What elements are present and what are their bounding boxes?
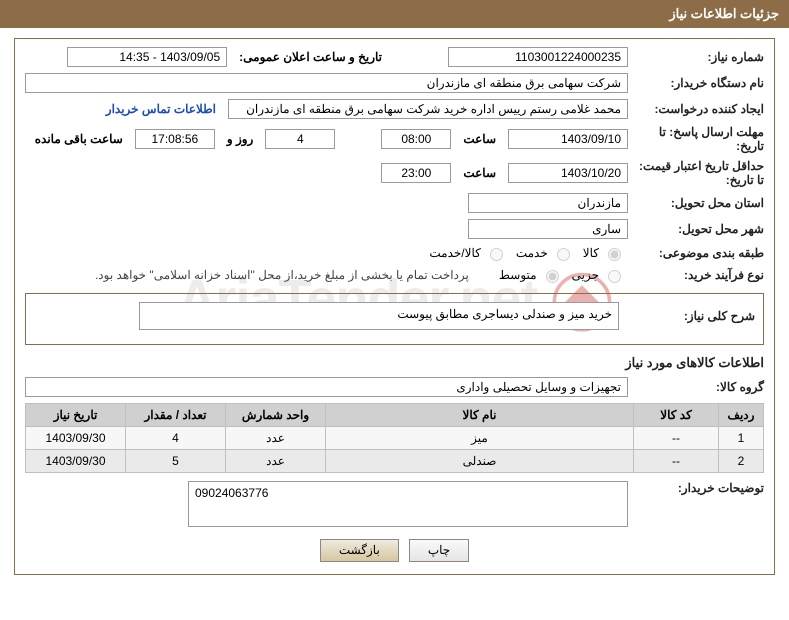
city-value: ساری bbox=[468, 219, 628, 239]
min-valid-date: 1403/10/20 bbox=[508, 163, 628, 183]
cell-idx: 2 bbox=[719, 450, 764, 473]
radio-partial bbox=[608, 270, 621, 283]
deadline-label: مهلت ارسال پاسخ: تا تاریخ: bbox=[634, 125, 764, 153]
deadline-time: 08:00 bbox=[381, 129, 451, 149]
province-label: استان محل تحویل: bbox=[634, 196, 764, 210]
th-qty: تعداد / مقدار bbox=[126, 404, 226, 427]
group-label: گروه کالا: bbox=[634, 380, 764, 394]
buyer-org-value: شرکت سهامی برق منطقه ای مازندران bbox=[25, 73, 628, 93]
radio-service-label: خدمت bbox=[516, 246, 548, 260]
time-remaining-label: ساعت باقی مانده bbox=[35, 132, 123, 146]
radio-partial-label: جزیی bbox=[572, 268, 599, 282]
min-valid-time: 23:00 bbox=[381, 163, 451, 183]
requester-value: محمد غلامی رستم رییس اداره خرید شرکت سها… bbox=[228, 99, 628, 119]
th-date: تاریخ نیاز bbox=[26, 404, 126, 427]
th-code: کد کالا bbox=[634, 404, 719, 427]
table-row: 1 -- میز عدد 4 1403/09/30 bbox=[26, 427, 764, 450]
row-group: گروه کالا: تجهیزات و وسایل تحصیلی واداری bbox=[25, 377, 764, 397]
deadline-date: 1403/09/10 bbox=[508, 129, 628, 149]
cell-code: -- bbox=[634, 427, 719, 450]
need-number-value: 1103001224000235 bbox=[448, 47, 628, 67]
category-label: طبقه بندی موضوعی: bbox=[634, 246, 764, 260]
hour-label-1: ساعت bbox=[463, 132, 496, 146]
row-explain: توضیحات خریدار: 09024063776 bbox=[25, 481, 764, 527]
announce-value: 1403/09/05 - 14:35 bbox=[67, 47, 227, 67]
radio-goods-service bbox=[490, 248, 503, 261]
group-value: تجهیزات و وسایل تحصیلی واداری bbox=[25, 377, 628, 397]
radio-goods-label: کالا bbox=[583, 246, 599, 260]
row-process: نوع فرآیند خرید: جزیی متوسط پرداخت تمام … bbox=[25, 267, 764, 283]
process-label: نوع فرآیند خرید: bbox=[634, 268, 764, 282]
announce-label: تاریخ و ساعت اعلان عمومی: bbox=[239, 50, 382, 64]
row-category: طبقه بندی موضوعی: کالا خدمت کالا/خدمت bbox=[25, 245, 764, 261]
print-button[interactable]: چاپ bbox=[409, 539, 469, 562]
radio-service bbox=[557, 248, 570, 261]
row-buyer-org: نام دستگاه خریدار: شرکت سهامی برق منطقه … bbox=[25, 73, 764, 93]
summary-box: شرح کلی نیاز: خرید میز و صندلی دیساجری م… bbox=[25, 293, 764, 345]
cell-qty: 5 bbox=[126, 450, 226, 473]
cell-name: میز bbox=[326, 427, 634, 450]
day-and-label: روز و bbox=[227, 132, 254, 146]
row-min-valid: حداقل تاریخ اعتبار قیمت: تا تاریخ: 1403/… bbox=[25, 159, 764, 187]
summary-label: شرح کلی نیاز: bbox=[625, 309, 755, 323]
cell-date: 1403/09/30 bbox=[26, 450, 126, 473]
cell-qty: 4 bbox=[126, 427, 226, 450]
hour-label-2: ساعت bbox=[463, 166, 496, 180]
goods-table: ردیف کد کالا نام کالا واحد شمارش تعداد /… bbox=[25, 403, 764, 473]
table-row: 2 -- صندلی عدد 5 1403/09/30 bbox=[26, 450, 764, 473]
summary-text: خرید میز و صندلی دیساجری مطابق پیوست bbox=[139, 302, 619, 330]
radio-medium-label: متوسط bbox=[499, 268, 537, 282]
city-label: شهر محل تحویل: bbox=[634, 222, 764, 236]
radio-medium bbox=[546, 270, 559, 283]
row-need-number: شماره نیاز: 1103001224000235 تاریخ و ساع… bbox=[25, 47, 764, 67]
cell-date: 1403/09/30 bbox=[26, 427, 126, 450]
page-header: جزئیات اطلاعات نیاز bbox=[0, 0, 789, 28]
requester-label: ایجاد کننده درخواست: bbox=[634, 102, 764, 116]
radio-goods-service-label: کالا/خدمت bbox=[429, 246, 480, 260]
buyer-contact-link[interactable]: اطلاعات تماس خریدار bbox=[106, 102, 216, 116]
cell-unit: عدد bbox=[226, 427, 326, 450]
need-number-label: شماره نیاز: bbox=[634, 50, 764, 64]
row-deadline: مهلت ارسال پاسخ: تا تاریخ: 1403/09/10 سا… bbox=[25, 125, 764, 153]
buyer-org-label: نام دستگاه خریدار: bbox=[634, 76, 764, 90]
cell-unit: عدد bbox=[226, 450, 326, 473]
page-title: جزئیات اطلاعات نیاز bbox=[669, 6, 779, 21]
cell-code: -- bbox=[634, 450, 719, 473]
min-valid-label: حداقل تاریخ اعتبار قیمت: تا تاریخ: bbox=[634, 159, 764, 187]
cell-idx: 1 bbox=[719, 427, 764, 450]
th-unit: واحد شمارش bbox=[226, 404, 326, 427]
time-remaining: 17:08:56 bbox=[135, 129, 215, 149]
th-row: ردیف bbox=[719, 404, 764, 427]
row-requester: ایجاد کننده درخواست: محمد غلامی رستم ریی… bbox=[25, 99, 764, 119]
cell-name: صندلی bbox=[326, 450, 634, 473]
days-remaining: 4 bbox=[265, 129, 335, 149]
explain-label: توضیحات خریدار: bbox=[634, 481, 764, 495]
button-bar: چاپ بازگشت bbox=[25, 539, 764, 562]
th-name: نام کالا bbox=[326, 404, 634, 427]
province-value: مازندران bbox=[468, 193, 628, 213]
goods-section-title: اطلاعات کالاهای مورد نیاز bbox=[25, 355, 764, 371]
row-city: شهر محل تحویل: ساری bbox=[25, 219, 764, 239]
pay-note: پرداخت تمام یا بخشی از مبلغ خرید،از محل … bbox=[95, 268, 469, 282]
main-panel: AriaTender.net شماره نیاز: 1103001224000… bbox=[14, 38, 775, 575]
row-province: استان محل تحویل: مازندران bbox=[25, 193, 764, 213]
explain-text: 09024063776 bbox=[188, 481, 628, 527]
radio-goods bbox=[608, 248, 621, 261]
back-button[interactable]: بازگشت bbox=[320, 539, 399, 562]
